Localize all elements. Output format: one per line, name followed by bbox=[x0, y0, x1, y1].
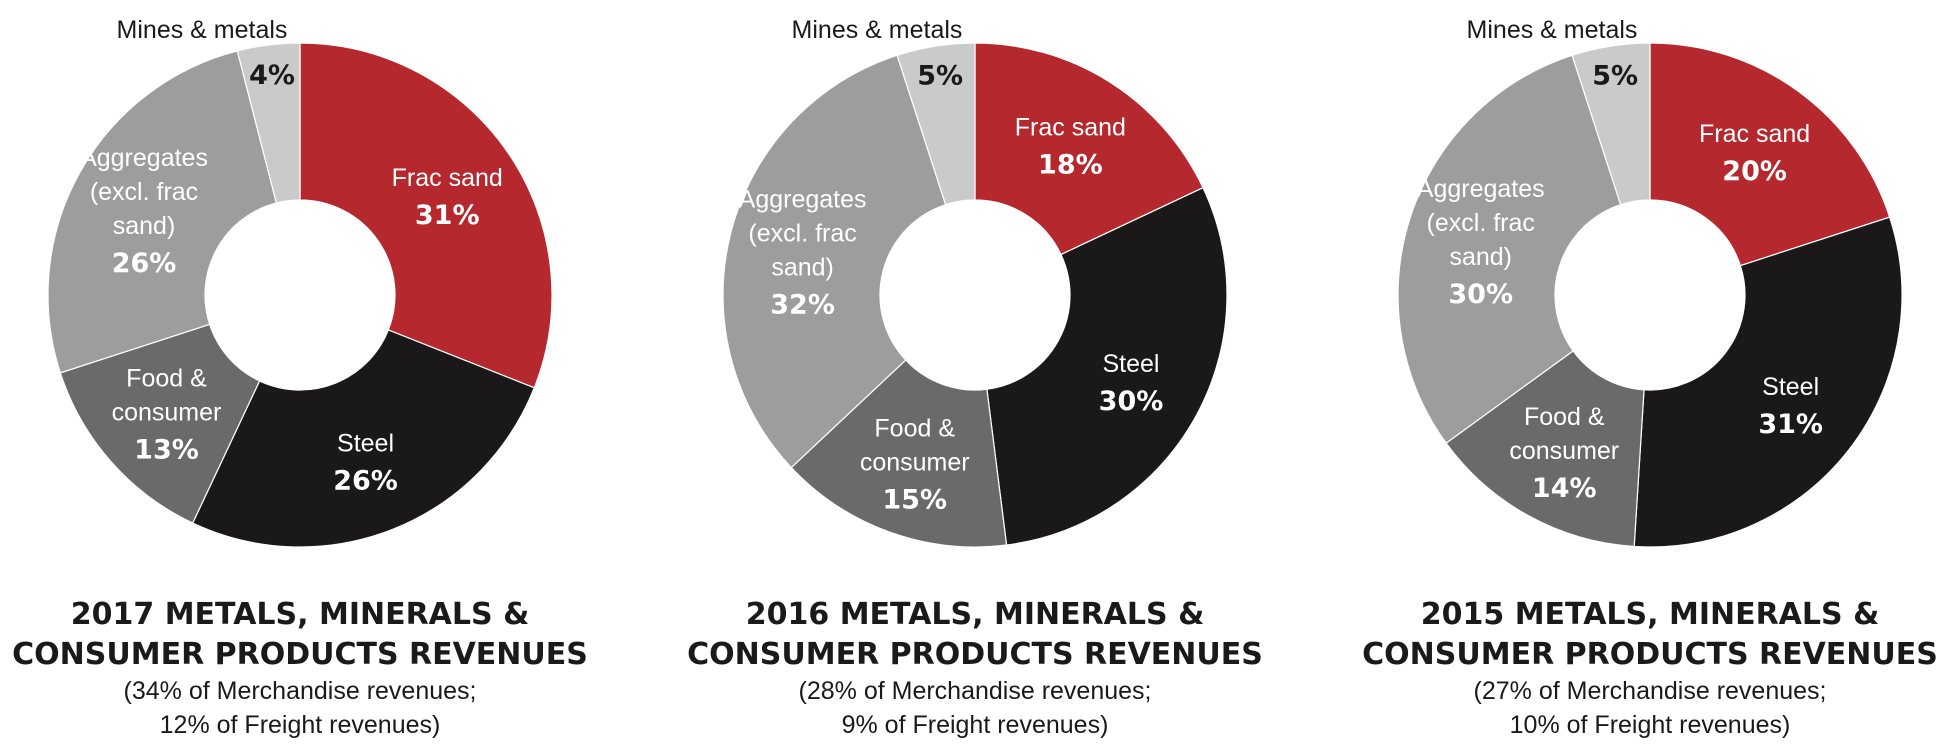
donut-chart-0: Frac sand 31% Steel 26% Food & consumer 13% Agg… bbox=[12, 16, 588, 739]
slice-value-frac: 20% bbox=[1722, 156, 1787, 187]
chart-title-line2: CONSUMER PRODUCTS REVENUES bbox=[1362, 637, 1938, 672]
chart-title-line2: CONSUMER PRODUCTS REVENUES bbox=[687, 637, 1263, 672]
slice-label-frac: Frac sand bbox=[1699, 120, 1810, 148]
slice-steel bbox=[191, 329, 536, 548]
slice-steel bbox=[986, 186, 1228, 546]
slice-label-food: consumer bbox=[860, 448, 970, 476]
slice-label-food: Food & bbox=[874, 414, 955, 442]
slice-mines bbox=[896, 42, 976, 206]
slice-value-food: 15% bbox=[882, 484, 947, 515]
donut-chart-2: Frac sand 20% Steel 31% Food & consumer 14% Agg… bbox=[1362, 16, 1938, 739]
slice-agg bbox=[722, 54, 947, 469]
slice-label-steel: Steel bbox=[1762, 373, 1819, 401]
chart-subtitle-line1: (27% of Merchandise revenues; bbox=[1474, 677, 1827, 705]
slice-label-steel: Steel bbox=[1102, 350, 1159, 378]
slice-label-food: Food & bbox=[126, 365, 207, 393]
slice-label-agg: (excl. frac bbox=[748, 220, 856, 248]
slice-label-mines: Mines & metals bbox=[117, 16, 288, 44]
slice-value-mines: 5% bbox=[917, 61, 963, 92]
slice-value-mines: 4% bbox=[249, 60, 295, 91]
chart-subtitle-line1: (28% of Merchandise revenues; bbox=[799, 677, 1152, 705]
slice-label-agg: Aggregates bbox=[739, 186, 867, 214]
chart-title-line1: 2015 METALS, MINERALS & bbox=[1421, 597, 1879, 632]
slice-value-food: 13% bbox=[134, 435, 199, 466]
slice-label-agg: Aggregates bbox=[1417, 175, 1545, 203]
chart-title-line1: 2017 METALS, MINERALS & bbox=[71, 597, 529, 632]
slice-value-frac: 31% bbox=[415, 200, 480, 231]
chart-subtitle-line2: 12% of Freight revenues) bbox=[160, 711, 441, 739]
slice-value-agg: 30% bbox=[1448, 279, 1513, 310]
slice-label-agg: sand) bbox=[113, 212, 176, 240]
slice-label-food: Food & bbox=[1524, 403, 1605, 431]
slice-mines bbox=[1571, 42, 1651, 206]
slice-food bbox=[1445, 350, 1645, 548]
chart-subtitle-line2: 10% of Freight revenues) bbox=[1510, 711, 1791, 739]
chart-title-line2: CONSUMER PRODUCTS REVENUES bbox=[12, 637, 588, 672]
slice-label-mines: Mines & metals bbox=[792, 16, 963, 44]
slice-label-agg: sand) bbox=[771, 254, 834, 282]
slice-value-agg: 32% bbox=[770, 290, 835, 321]
slice-value-mines: 5% bbox=[1592, 61, 1638, 92]
slice-agg bbox=[47, 50, 278, 374]
slice-label-mines: Mines & metals bbox=[1467, 16, 1638, 44]
slice-label-frac: Frac sand bbox=[1015, 114, 1126, 142]
slice-frac bbox=[974, 42, 1204, 256]
slice-label-agg: (excl. frac bbox=[90, 178, 198, 206]
slice-food bbox=[790, 359, 1008, 548]
slice-agg bbox=[1397, 54, 1622, 444]
chart-subtitle-line2: 9% of Freight revenues) bbox=[842, 711, 1109, 739]
slice-value-agg: 26% bbox=[112, 248, 177, 279]
slice-label-steel: Steel bbox=[337, 430, 394, 458]
slice-value-food: 14% bbox=[1532, 473, 1597, 504]
slice-value-frac: 18% bbox=[1038, 150, 1103, 181]
chart-subtitle-line1: (34% of Merchandise revenues; bbox=[124, 677, 477, 705]
slice-label-agg: Aggregates bbox=[80, 144, 208, 172]
slice-label-agg: (excl. frac bbox=[1427, 209, 1535, 237]
donut-chart-1: Frac sand 18% Steel 30% Food & consumer 15% Agg… bbox=[687, 16, 1263, 739]
slice-value-steel: 30% bbox=[1099, 386, 1164, 417]
slice-food bbox=[59, 323, 261, 524]
slice-value-steel: 31% bbox=[1758, 409, 1823, 440]
slice-label-frac: Frac sand bbox=[392, 164, 503, 192]
slice-mines bbox=[236, 42, 301, 204]
slice-steel bbox=[1633, 216, 1903, 548]
slice-frac bbox=[299, 42, 553, 389]
chart-title-line1: 2016 METALS, MINERALS & bbox=[746, 597, 1204, 632]
slice-label-agg: sand) bbox=[1449, 243, 1512, 271]
slice-label-food: consumer bbox=[112, 399, 222, 427]
slice-label-food: consumer bbox=[1509, 437, 1619, 465]
slice-frac bbox=[1649, 42, 1891, 267]
slice-value-steel: 26% bbox=[333, 466, 398, 497]
